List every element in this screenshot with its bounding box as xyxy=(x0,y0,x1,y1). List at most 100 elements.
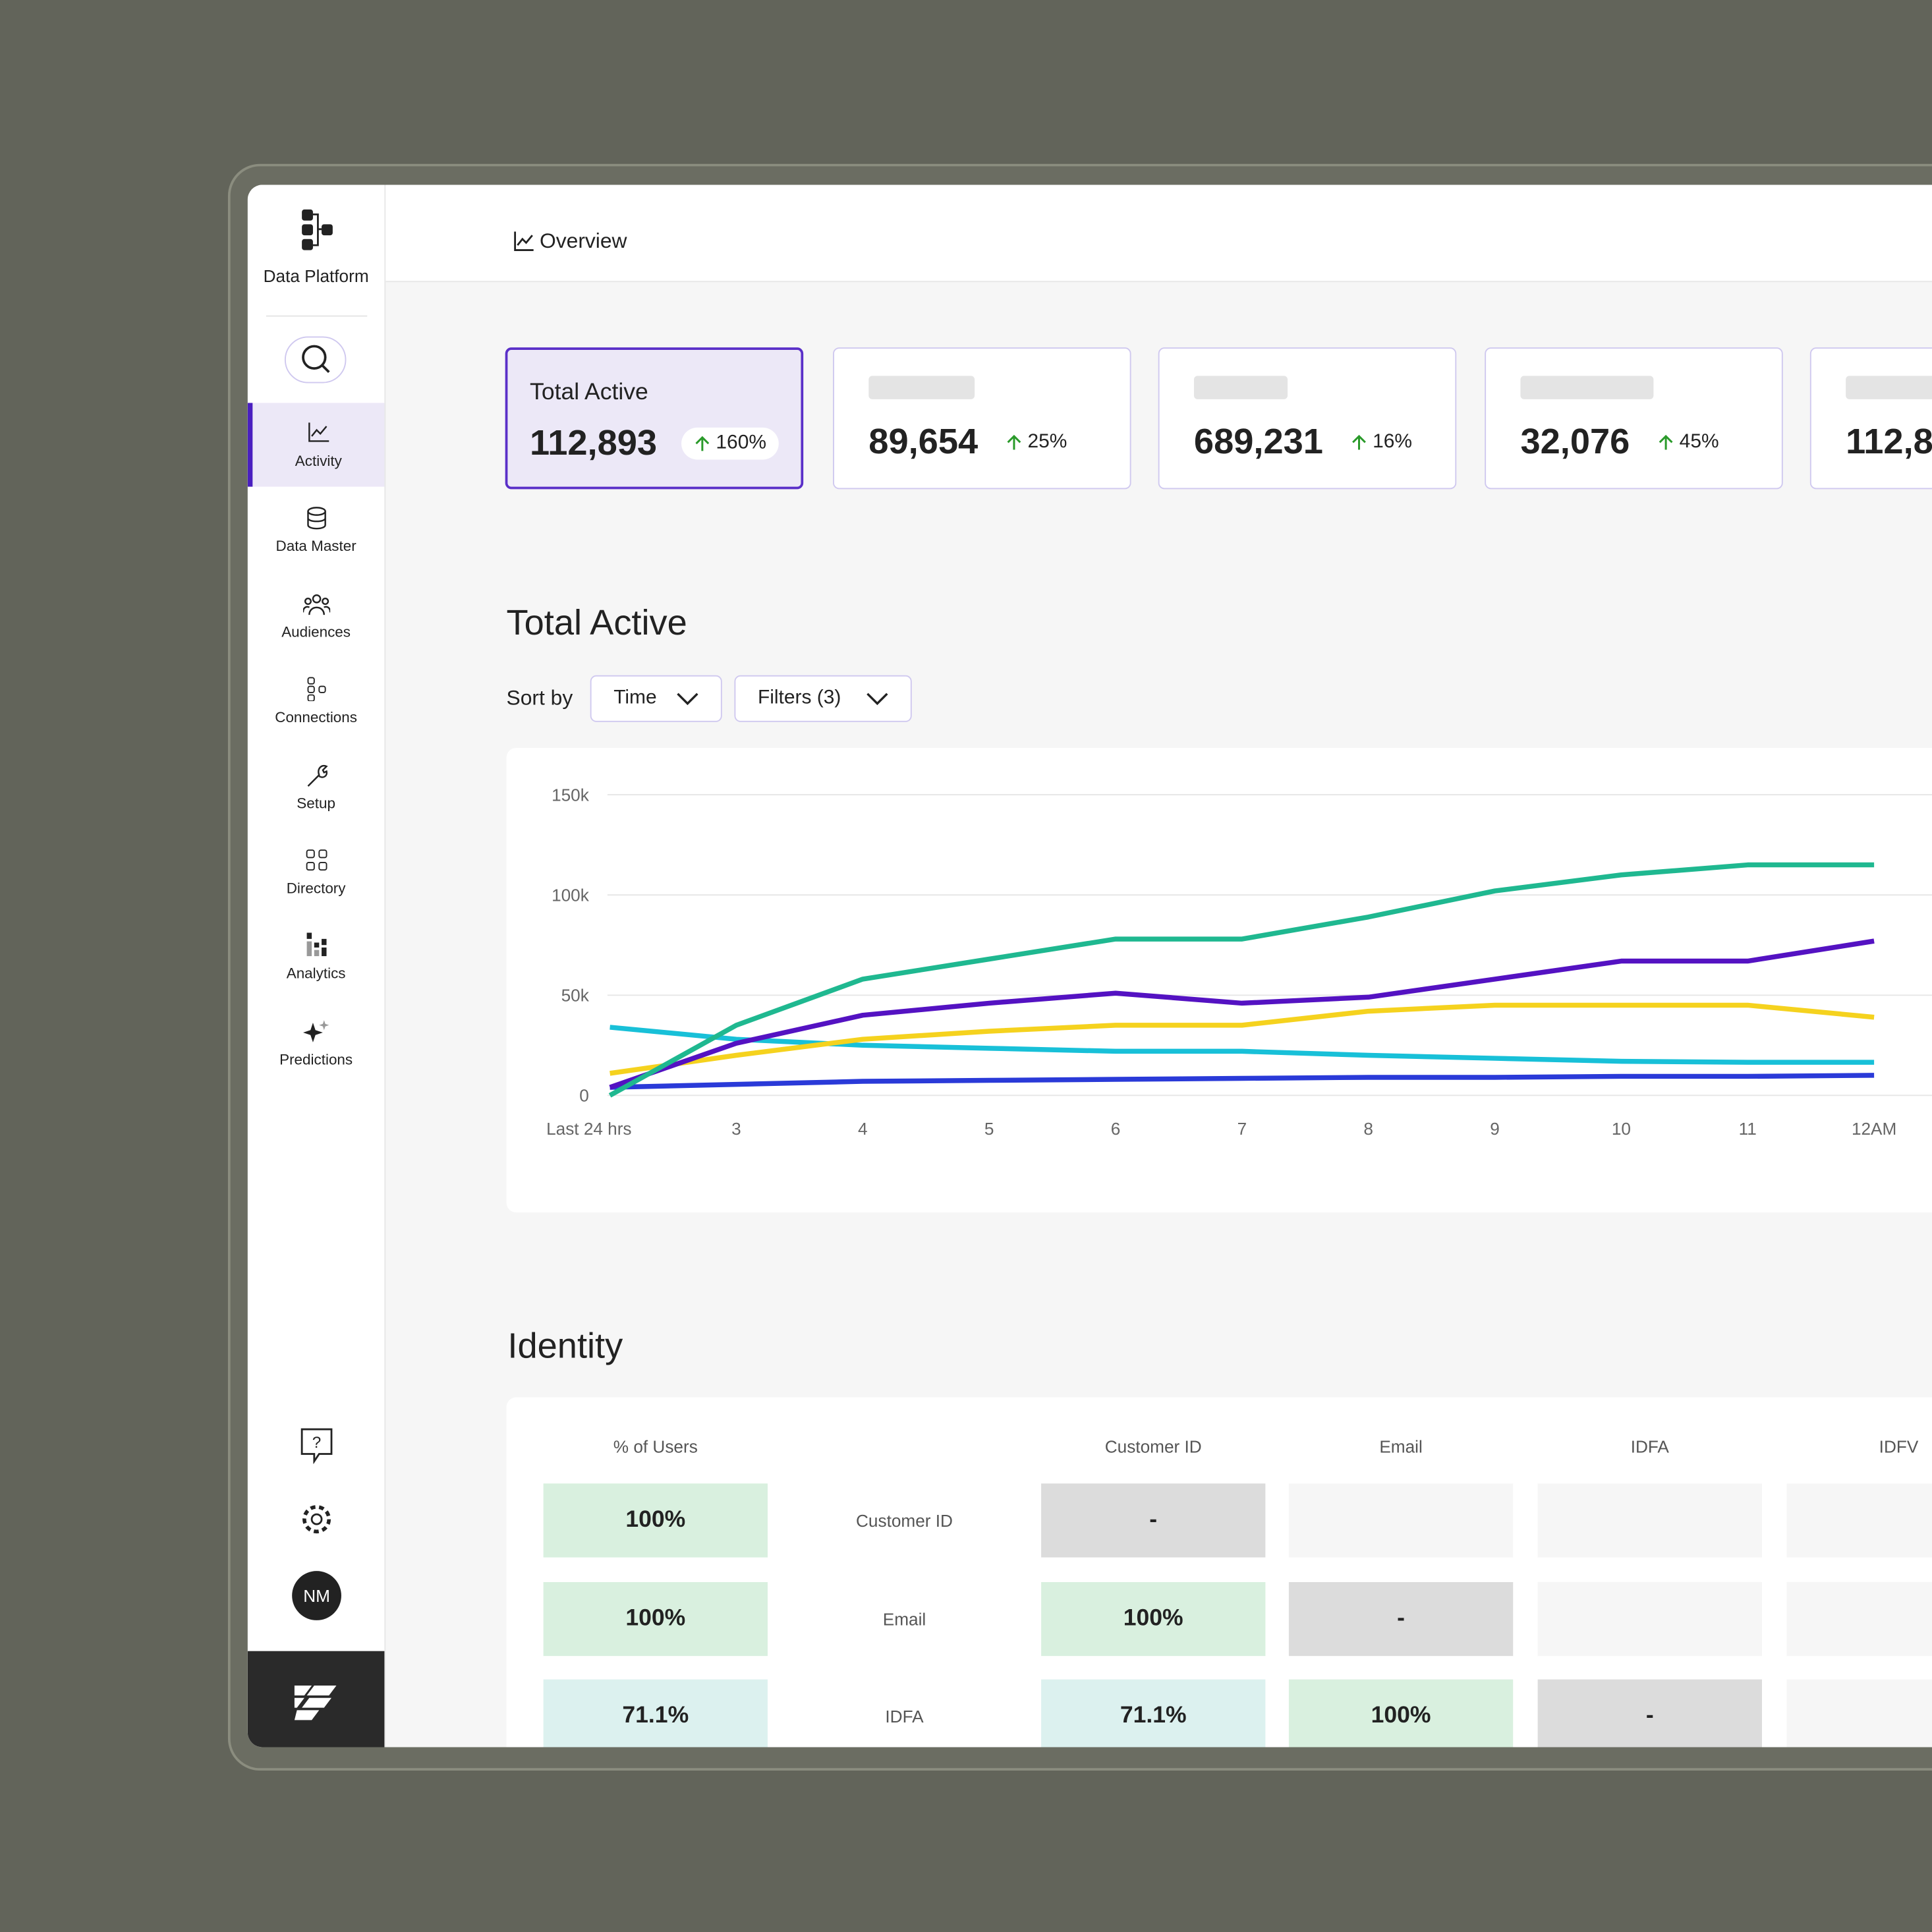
kpi-card[interactable]: 32,076 45% xyxy=(1485,347,1783,490)
nav-item[interactable]: Connections xyxy=(248,660,385,743)
nav-item[interactable]: Directory xyxy=(248,830,385,914)
help-icon[interactable]: ? xyxy=(299,1427,333,1464)
x-tick-label: 4 xyxy=(858,1119,868,1139)
x-tick-label: 5 xyxy=(984,1119,994,1139)
kpi-card[interactable]: Total Active 112,893 160% xyxy=(505,347,804,490)
matrix-cell: 100% xyxy=(1288,1679,1514,1747)
y-tick-label: 0 xyxy=(579,1086,589,1106)
series-line xyxy=(609,938,1875,1090)
sidebar: Data Platform ? NM Activity Data Master Au… xyxy=(247,185,386,1747)
kpi-card[interactable]: 89,654 25% xyxy=(833,347,1131,490)
nav-item[interactable]: Data Master xyxy=(248,488,385,572)
matrix-cell: 71.1% xyxy=(1041,1679,1266,1747)
nav-icon xyxy=(306,764,327,787)
series-line xyxy=(610,1073,1875,1090)
filters-dropdown[interactable]: Filters (3) xyxy=(734,675,912,722)
section-title: Total Active xyxy=(506,604,687,644)
sort-label: Sort by xyxy=(506,686,573,710)
row-label: IDFA xyxy=(885,1706,924,1726)
up-arrow xyxy=(1659,434,1673,450)
up-arrow xyxy=(1007,434,1021,450)
divider xyxy=(266,315,368,317)
x-tick-label: 10 xyxy=(1612,1119,1631,1139)
avatar[interactable]: NM xyxy=(292,1571,341,1620)
series-line xyxy=(608,862,1875,1098)
kpi-value: 112,893 xyxy=(1846,422,1932,463)
kpi-card[interactable]: 112,893 xyxy=(1809,347,1932,490)
kpi-value: 689,231 xyxy=(1193,422,1323,463)
matrix-cell xyxy=(1537,1483,1762,1558)
x-tick-label: 7 xyxy=(1237,1119,1247,1139)
matrix-cell: 100% xyxy=(1041,1581,1266,1656)
kpi-value: 32,076 xyxy=(1520,422,1630,463)
kpi-value: 112,893 xyxy=(530,424,658,464)
y-tick-label: 100k xyxy=(552,886,590,905)
kpi-change: 16% xyxy=(1338,426,1425,459)
x-tick-label: 11 xyxy=(1739,1119,1757,1139)
x-tick-label: 8 xyxy=(1363,1119,1373,1139)
column-header: Customer ID xyxy=(1104,1436,1202,1457)
nav-label: Setup xyxy=(297,794,335,812)
nav-item[interactable]: Predictions xyxy=(248,1002,385,1085)
header: Overview xyxy=(385,185,1932,283)
nav-label: Audiences xyxy=(281,623,351,640)
sort-value: Time xyxy=(613,687,657,709)
y-tick-label: 50k xyxy=(561,986,590,1006)
filters-label: Filters (3) xyxy=(757,687,841,709)
nav-icon xyxy=(306,933,326,957)
nav-icon xyxy=(306,507,326,530)
nav-label: Activity xyxy=(295,452,342,470)
svg-text:?: ? xyxy=(312,1434,322,1452)
settings-icon[interactable] xyxy=(299,1502,333,1536)
matrix-cell xyxy=(1537,1581,1762,1656)
row-label: Customer ID xyxy=(856,1510,953,1531)
column-header: Email xyxy=(1379,1436,1423,1457)
nav-item[interactable]: Audiences xyxy=(248,574,385,658)
nav-label: Directory xyxy=(286,880,346,897)
y-tick-label: 150k xyxy=(552,785,590,805)
sort-dropdown[interactable]: Time xyxy=(590,675,722,722)
column-header: IDFV xyxy=(1879,1436,1919,1457)
kpi-value: 89,654 xyxy=(868,422,979,463)
nav-label: Data Master xyxy=(275,538,356,555)
app-window: Data Platform ? NM Activity Data Master Au… xyxy=(247,185,1932,1747)
nav-item[interactable]: Activity xyxy=(247,403,385,487)
row-label: Email xyxy=(882,1608,926,1629)
nav-icon xyxy=(305,849,327,871)
brand: Data Platform xyxy=(263,266,369,286)
series-line xyxy=(610,1025,1875,1065)
matrix-cell: - xyxy=(1041,1483,1266,1558)
line-chart: 0 50k 100k 150k Last 24 hrs 3 4 5 6 7 8 9 10 11 12AM xyxy=(546,785,1932,1139)
nav-item[interactable]: Analytics xyxy=(248,916,385,1000)
search-button[interactable] xyxy=(284,336,347,384)
placeholder xyxy=(1520,376,1654,399)
kpi-change: 25% xyxy=(993,426,1079,459)
kpi-card[interactable]: 689,231 16% xyxy=(1158,347,1457,490)
nav-label: Analytics xyxy=(286,965,346,983)
matrix-cell: - xyxy=(1288,1581,1514,1656)
x-tick-label: 12AM xyxy=(1852,1119,1896,1139)
nav-icon xyxy=(302,594,330,615)
up-arrow xyxy=(1352,434,1366,450)
pct-cell: 71.1% xyxy=(543,1679,768,1747)
x-tick-label: Last 24 hrs xyxy=(546,1119,631,1139)
pct-cell: 100% xyxy=(543,1581,768,1656)
chart-card: 0 50k 100k 150k Last 24 hrs 3 4 5 6 7 8 9 10 11 12AM xyxy=(506,748,1932,1212)
x-tick-label: 6 xyxy=(1111,1119,1121,1139)
kpi-change: 160% xyxy=(681,427,779,460)
kpi-label: Total Active xyxy=(530,379,648,406)
column-header: IDFA xyxy=(1630,1436,1669,1457)
nav-item[interactable]: Setup xyxy=(248,745,385,829)
x-tick-label: 3 xyxy=(731,1119,741,1139)
identity-table: % of Users Customer ID Email IDFA IDFV 100% Cu… xyxy=(506,1397,1932,1747)
x-tick-label: 9 xyxy=(1490,1119,1500,1139)
footer-logo xyxy=(247,1651,385,1747)
matrix-cell xyxy=(1786,1483,1932,1558)
nav-icon xyxy=(308,422,329,442)
matrix-cell: - xyxy=(1537,1679,1762,1747)
series-line xyxy=(610,1002,1875,1076)
nav-icon xyxy=(302,1019,329,1042)
pct-cell: 100% xyxy=(543,1483,768,1558)
matrix-cell xyxy=(1288,1483,1514,1558)
